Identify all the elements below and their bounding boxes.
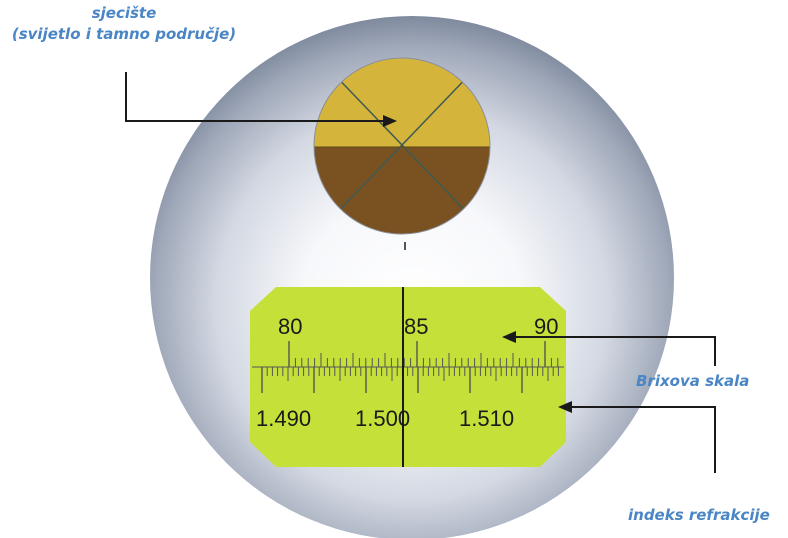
center-mark (404, 242, 406, 250)
refraction-tick-label: 1.490 (256, 406, 311, 431)
label-intersection: sjecište (91, 4, 157, 22)
label-refractive-index: indeks refrakcije (628, 506, 770, 524)
scale-ticks (261, 341, 559, 393)
scale-plate (250, 287, 566, 467)
arrow-head (383, 115, 397, 127)
arrow-head (558, 401, 572, 413)
field-rim (313, 57, 491, 235)
label-intersection-detail: (svijetlo i tamno područje) (11, 25, 237, 43)
arrow-head (502, 331, 516, 343)
arrow-brix (514, 336, 716, 366)
brix-tick-label: 90 (534, 314, 558, 339)
arrow-refraction (570, 406, 716, 473)
brix-tick-label: 80 (278, 314, 302, 339)
arrow-intersection (125, 72, 385, 122)
refraction-tick-label: 1.510 (459, 406, 514, 431)
label-brix-scale: Brixova skala (636, 372, 750, 390)
brix-tick-label: 85 (404, 314, 428, 339)
refraction-tick-label: 1.500 (355, 406, 410, 431)
crosshair-line (329, 69, 475, 221)
